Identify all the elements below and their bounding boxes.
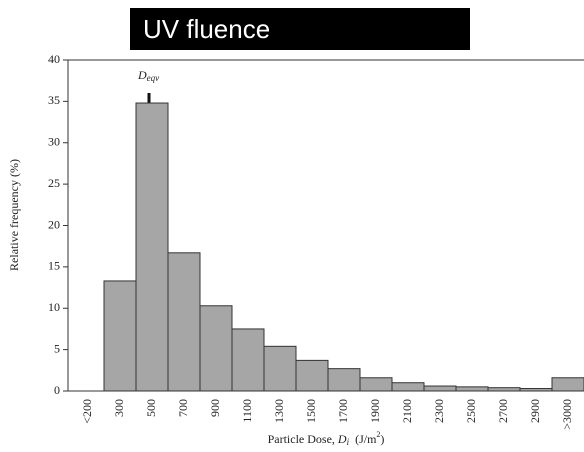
bar — [231, 328, 265, 392]
x-tick-label: >3000 — [560, 399, 574, 430]
x-tick-label: 1900 — [368, 399, 382, 423]
x-tick-label: 900 — [208, 399, 222, 417]
bar — [263, 345, 297, 392]
x-tick-label: 2500 — [464, 399, 478, 423]
title-box — [130, 8, 470, 50]
y-tick-label: 20 — [48, 217, 60, 231]
bar — [327, 368, 361, 392]
bar — [167, 252, 201, 392]
y-tick-label: 5 — [54, 341, 60, 355]
bar — [423, 385, 457, 392]
y-tick-label: 25 — [48, 176, 60, 190]
x-tick-label: 700 — [176, 399, 190, 417]
y-tick-label: 40 — [48, 52, 60, 66]
y-axis-label: Relative frequency (%) — [7, 159, 21, 271]
bar — [487, 387, 521, 392]
x-tick-label: 2100 — [400, 399, 414, 423]
bar — [519, 388, 553, 392]
x-tick-label: 500 — [144, 399, 158, 417]
bar — [295, 359, 329, 392]
x-label-sup: 2 — [376, 430, 380, 439]
annotation: Deqv — [137, 68, 159, 83]
y-tick-label: 15 — [48, 259, 60, 273]
bar — [103, 280, 137, 392]
x-label-close: ) — [380, 432, 384, 446]
y-tick-label: 30 — [48, 135, 60, 149]
bar — [359, 377, 393, 392]
x-tick-label: 1100 — [240, 399, 254, 423]
y-tick-label: 0 — [54, 383, 60, 397]
x-label-var: D — [337, 432, 347, 446]
x-tick-label: <200 — [80, 399, 94, 424]
x-tick-label: 2300 — [432, 399, 446, 423]
bar — [391, 382, 425, 392]
y-tick-label: 10 — [48, 300, 60, 314]
x-tick-label: 2700 — [496, 399, 510, 423]
y-tick-label: 35 — [48, 93, 60, 107]
annotation-base: D — [137, 68, 147, 82]
bar — [135, 102, 169, 392]
x-label-unit: (J/m — [355, 432, 377, 446]
x-tick-label: 1500 — [304, 399, 318, 423]
x-tick-label: 1700 — [336, 399, 350, 423]
bar — [551, 377, 584, 392]
bar — [455, 386, 489, 392]
x-tick-label: 2900 — [528, 399, 542, 423]
x-axis-label: Particle Dose, Di (J/m2) — [268, 430, 385, 447]
x-tick-label: 1300 — [272, 399, 286, 423]
annotation-sub: eqv — [147, 73, 160, 83]
x-label-sub: i — [347, 437, 350, 447]
bar — [199, 305, 233, 392]
x-tick-label: 300 — [112, 399, 126, 417]
chart-title: UV fluence — [143, 14, 270, 44]
x-label-text: Particle Dose, — [268, 432, 338, 446]
